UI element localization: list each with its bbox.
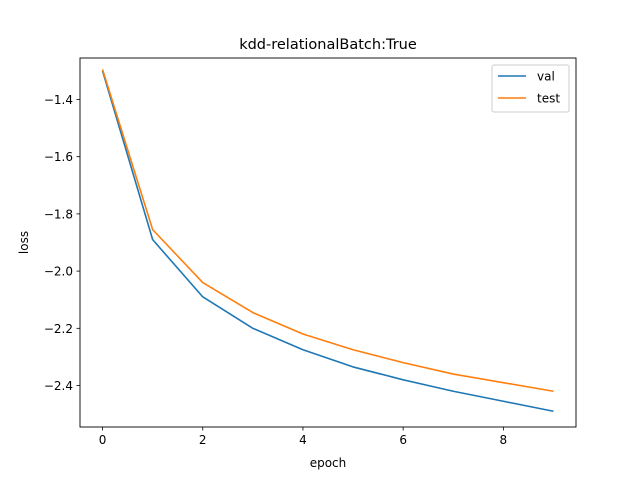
x-tick-label: 4 [299, 433, 307, 447]
y-tick-label: −1.8 [44, 207, 73, 221]
x-axis: 0 2 4 6 8 [99, 427, 507, 447]
plot-area [101, 69, 554, 413]
legend: val test [491, 64, 570, 113]
series-line-val [101, 70, 554, 413]
y-tick-label: −2.0 [44, 265, 73, 279]
x-tick-label: 8 [500, 433, 508, 447]
chart-title: kdd-relationalBatch:True [239, 37, 417, 53]
legend-label-val: val [537, 70, 555, 84]
axes-frame [79, 57, 577, 428]
x-tick-label: 0 [99, 433, 107, 447]
y-axis: −2.4 −2.2 −2.0 −1.8 −1.6 −1.4 [44, 93, 80, 393]
y-tick-label: −1.4 [44, 93, 73, 107]
x-tick-label: 2 [199, 433, 207, 447]
y-tick-label: −1.6 [44, 150, 73, 164]
y-tick-label: −2.2 [44, 322, 73, 336]
y-axis-label: loss [17, 231, 31, 254]
x-tick-label: 6 [399, 433, 407, 447]
series-line-test [101, 69, 554, 393]
y-tick-label: −2.4 [44, 379, 73, 393]
x-axis-label: epoch [310, 456, 347, 470]
legend-label-test: test [537, 92, 560, 106]
